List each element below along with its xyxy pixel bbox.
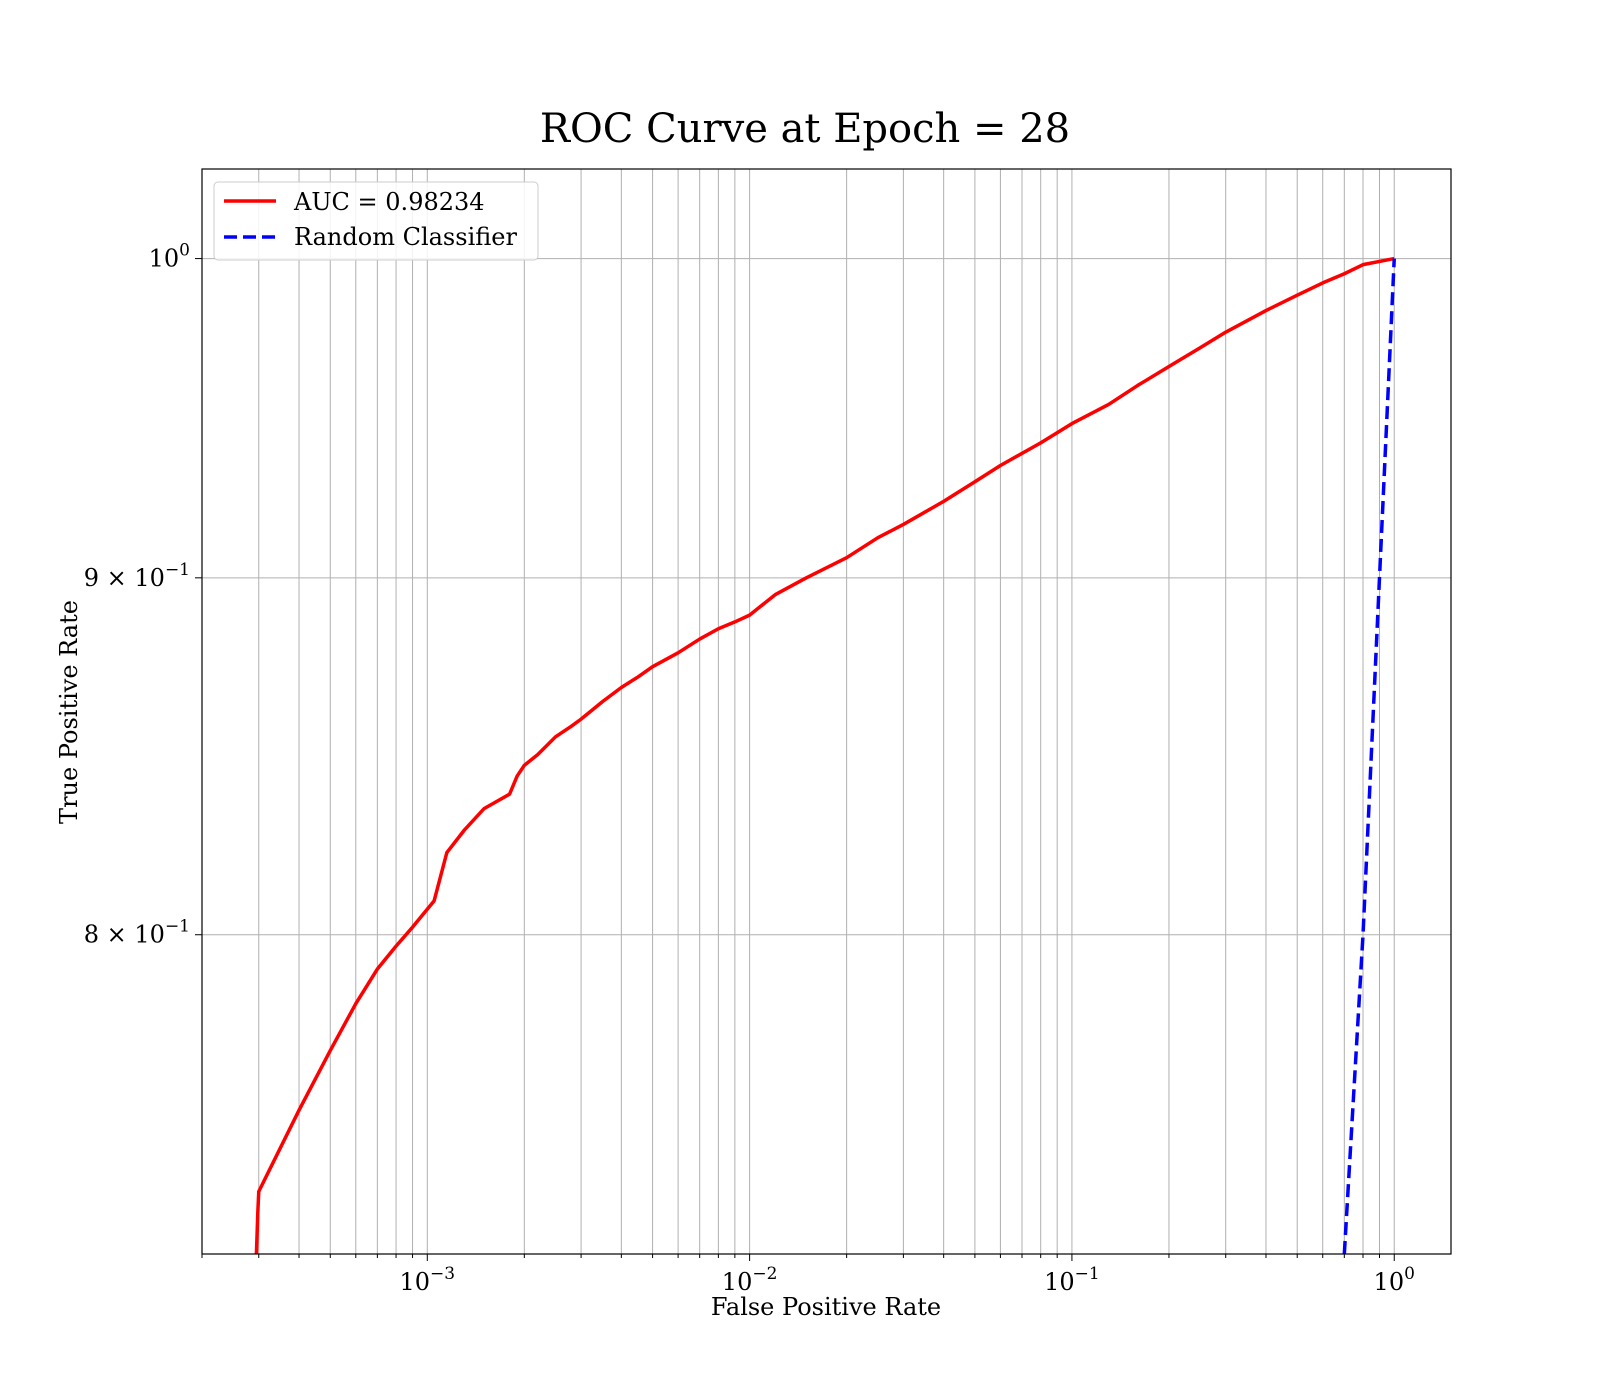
legend: AUC = 0.98234 Random Classifier: [213, 181, 539, 261]
chart-title: ROC Curve at Epoch = 28: [540, 106, 1070, 152]
x-axis-label: False Positive Rate: [711, 1293, 941, 1321]
legend-box: [213, 181, 539, 261]
legend-label-random: Random Classifier: [294, 223, 517, 251]
plot-area-frame: [201, 168, 1452, 1255]
x-tick-label: 10−1: [1044, 1264, 1100, 1296]
x-tick-label: 100: [1374, 1264, 1415, 1296]
legend-label-auc: AUC = 0.98234: [293, 188, 485, 216]
x-tick-label: 10−3: [399, 1264, 455, 1296]
random-classifier-line: [1342, 258, 1396, 1255]
y-tick-label: 8 × 10−1: [84, 917, 190, 949]
grid-lines: [201, 169, 1451, 1254]
series-lines: [254, 256, 1396, 1255]
y-tick-label: 100: [149, 241, 190, 273]
x-tick-label: 10−2: [722, 1264, 778, 1296]
roc-curve-line: [254, 256, 1395, 1255]
axis-ticks: 10−3 10−2 10−1 100 100 9 × 10−1 8 × 10−1: [84, 241, 1415, 1296]
y-tick-label: 9 × 10−1: [84, 560, 190, 592]
y-axis-label: True Positive Rate: [55, 600, 83, 824]
